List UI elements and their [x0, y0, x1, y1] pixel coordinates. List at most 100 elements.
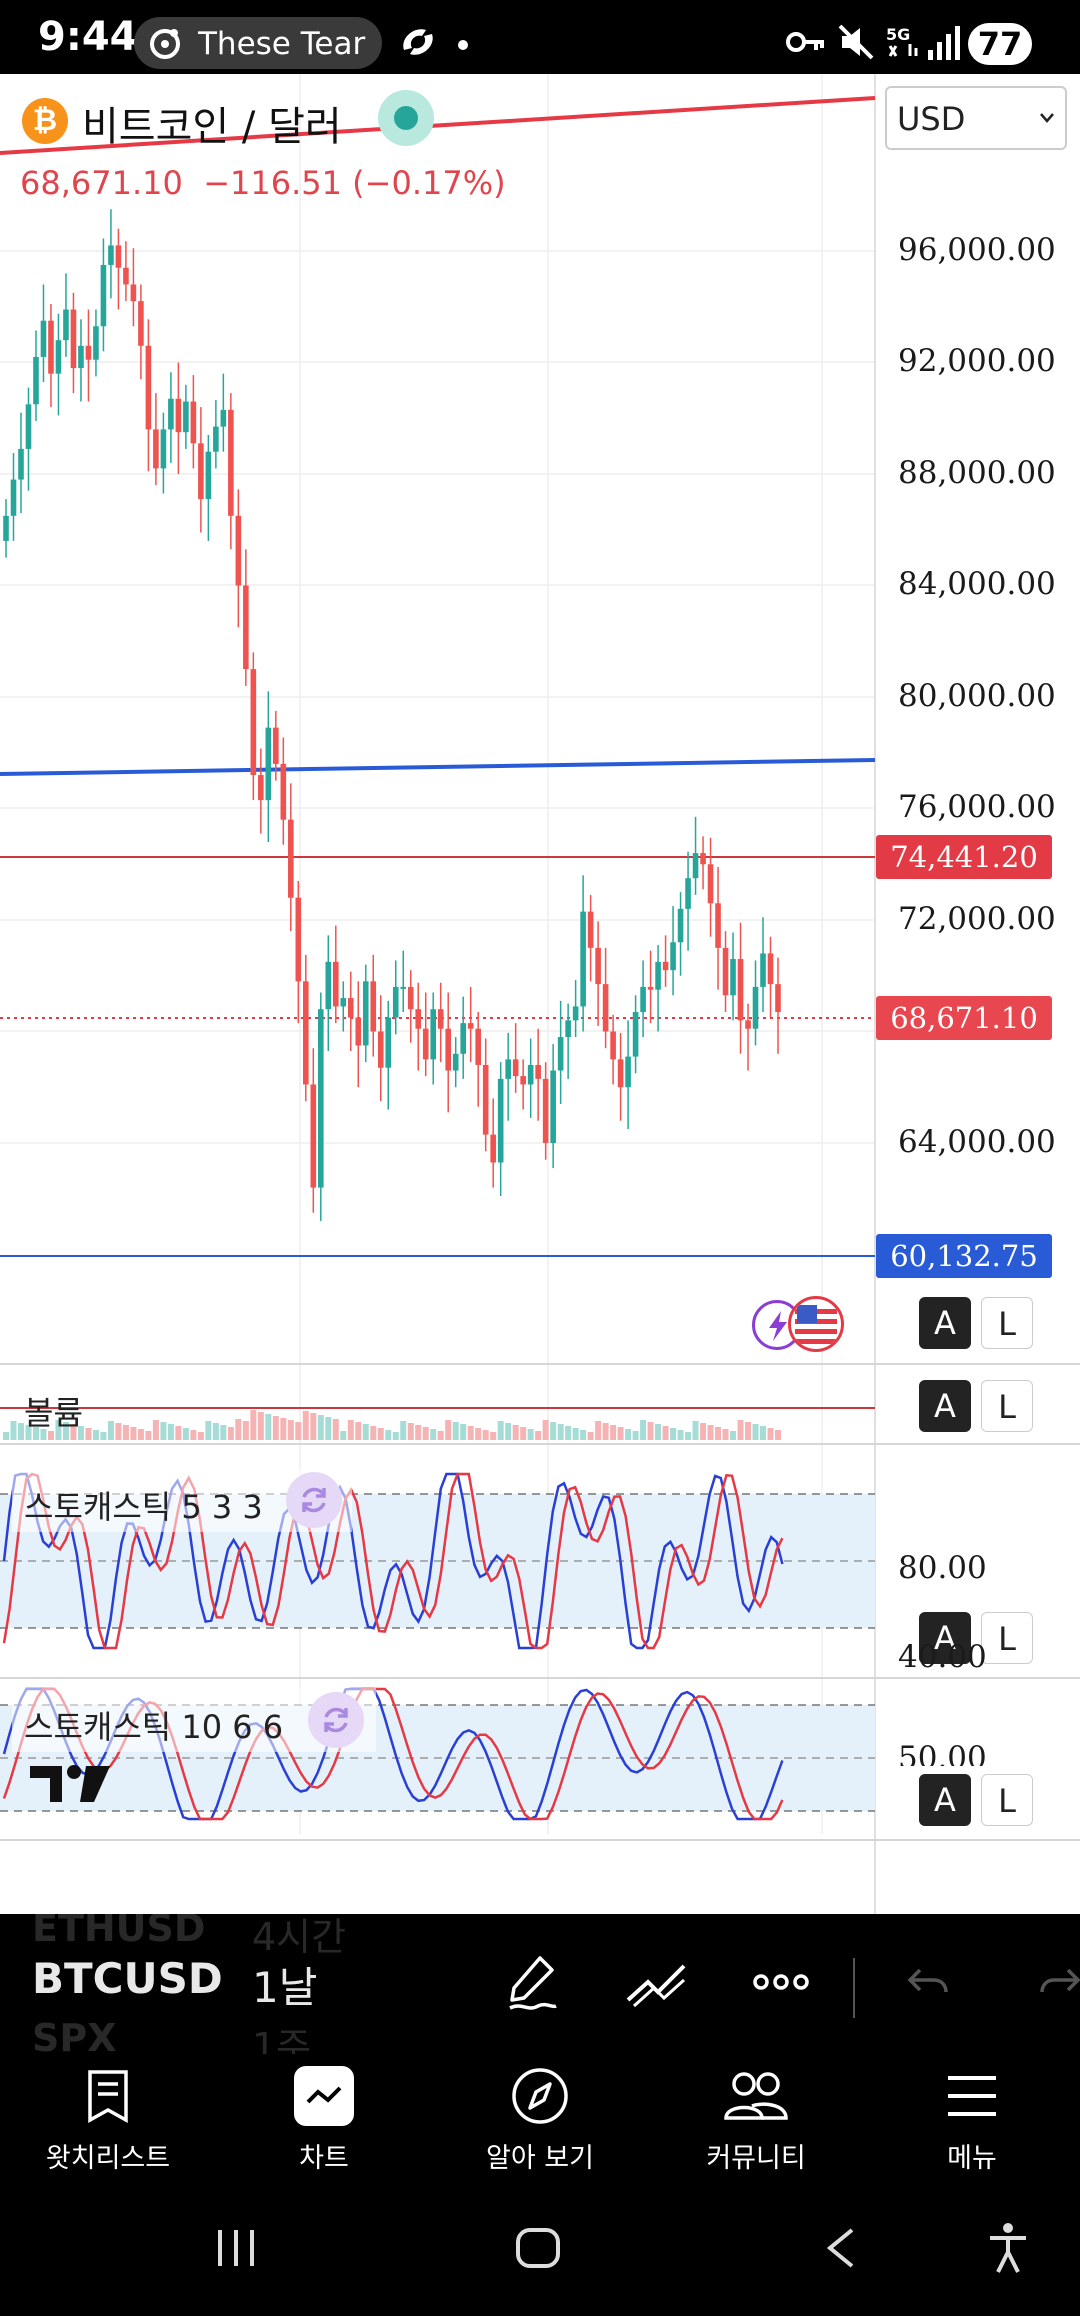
volume-bar	[467, 1426, 474, 1440]
candle-body	[40, 320, 47, 357]
candle-body	[280, 763, 287, 820]
auto-scale-button[interactable]: A	[919, 1612, 971, 1664]
candle-body	[213, 426, 219, 452]
volume-bar	[310, 1413, 317, 1440]
candle-body	[400, 986, 407, 989]
volume-bar	[70, 1424, 77, 1440]
symbol-ticker[interactable]: BTCUSD	[32, 1954, 223, 2003]
volume-bar	[235, 1419, 242, 1440]
symbol-interval[interactable]: 4시간	[252, 1915, 347, 1959]
watchlist-icon	[88, 2070, 128, 2123]
log-scale-button[interactable]: L	[981, 1297, 1033, 1349]
symbol-ticker[interactable]: SPX	[32, 2016, 117, 2054]
candle-body	[340, 998, 347, 1007]
price-scale-label: 84,000.00	[898, 566, 1056, 602]
log-scale-button[interactable]: L	[981, 1612, 1033, 1664]
log-scale-button[interactable]: L	[981, 1380, 1033, 1432]
auto-scale-button[interactable]: A	[919, 1380, 971, 1432]
pen-icon[interactable]	[506, 1954, 560, 2014]
candle-body	[542, 1078, 549, 1143]
candle-body	[475, 1028, 481, 1065]
candle-body	[565, 1020, 571, 1038]
system-navigation	[0, 2182, 1080, 2316]
candle-body	[670, 942, 676, 971]
candle-body	[317, 1009, 324, 1188]
candle-body	[445, 1028, 452, 1071]
drawing-toolbar: ETHUSD 4시간 BTCUSD 1날 SPX 1주	[0, 1914, 1080, 2054]
nav-menu[interactable]: 메뉴	[864, 2054, 1080, 2182]
volume-bar	[572, 1428, 579, 1440]
candlestick-series	[3, 209, 781, 1222]
auto-scale-button[interactable]: A	[919, 1297, 971, 1349]
nav-community[interactable]: 커뮤니티	[648, 2054, 864, 2182]
refresh-icon[interactable]	[308, 1692, 364, 1748]
symbol-title[interactable]: 비트코인 / 달러	[82, 104, 342, 150]
volume-pane-label[interactable]: 볼륨	[24, 1394, 83, 1432]
candle-body	[85, 345, 92, 360]
volume-bar	[670, 1428, 677, 1440]
candle-body	[730, 959, 736, 996]
volume-bar	[325, 1417, 332, 1440]
volume-bar	[92, 1430, 99, 1440]
candle-body	[385, 1017, 392, 1068]
tradingview-logo-icon	[30, 1765, 110, 1802]
log-scale-button[interactable]: L	[981, 1774, 1033, 1826]
volume-bar	[662, 1426, 669, 1440]
candle-body	[370, 981, 377, 1032]
nav-explore[interactable]: 알아 보기	[432, 2054, 648, 2182]
symbol-ticker[interactable]: ETHUSD	[32, 1914, 206, 1950]
candle-body	[33, 356, 39, 405]
volume-bar	[700, 1423, 707, 1440]
currency-select[interactable]: USD	[885, 86, 1067, 150]
stoch1-legend[interactable]: 스토캐스틱 5 3 3	[12, 1468, 352, 1532]
refresh-icon[interactable]	[286, 1472, 342, 1528]
symbol-interval[interactable]: 1주	[252, 2025, 312, 2054]
candle-body	[745, 1020, 751, 1029]
nav-label: 차트	[299, 2143, 349, 2174]
nav-label: 메뉴	[947, 2143, 997, 2174]
candle-body	[160, 429, 167, 469]
candle-body	[640, 986, 646, 1012]
trend-line-icon[interactable]	[624, 1960, 688, 2010]
candle-body	[407, 986, 414, 1010]
us-flag-event-icon[interactable]	[788, 1296, 844, 1352]
candle-body	[55, 340, 62, 374]
candle-body	[460, 1023, 467, 1054]
stoch-d-line	[2, 1472, 784, 1650]
candle-body	[220, 409, 227, 427]
candle-body	[70, 309, 77, 369]
stoch2-legend[interactable]: 스토캐스틱 10 6 6	[12, 1688, 376, 1752]
accessibility-icon[interactable]	[986, 2222, 1030, 2274]
volume-bar	[775, 1430, 781, 1440]
last-price-badge: 68,671.10	[876, 996, 1052, 1040]
undo-icon[interactable]	[906, 1966, 950, 2002]
back-icon[interactable]	[822, 2226, 858, 2270]
candle-body	[265, 727, 272, 801]
volume-bar	[655, 1424, 662, 1440]
home-icon[interactable]	[514, 2226, 562, 2270]
volume-bar	[295, 1422, 302, 1440]
candle-body	[198, 443, 204, 500]
volume-bar	[677, 1430, 684, 1440]
nav-chart[interactable]: 차트	[216, 2054, 432, 2182]
symbol-interval[interactable]: 1날	[252, 1963, 318, 2012]
5g-icon: 5G	[886, 25, 918, 57]
volume-bar	[190, 1430, 197, 1440]
stoch2-scale-label: 50.00	[898, 1740, 987, 1766]
recent-apps-icon[interactable]	[214, 2228, 258, 2268]
candle-body	[505, 1059, 511, 1079]
nav-watchlist[interactable]: 왓치리스트	[0, 2054, 216, 2182]
volume-bar	[490, 1432, 497, 1440]
high-line-badge: 74,441.20	[876, 835, 1052, 879]
candle-body	[520, 1076, 526, 1085]
volume-bar	[3, 1432, 9, 1440]
chart-area[interactable]: ₿ 비트코인 / 달러 68,671.10 −116.51 (−0.17%) U…	[0, 74, 1080, 1980]
redo-icon[interactable]	[1038, 1966, 1080, 2002]
auto-scale-button[interactable]: A	[919, 1774, 971, 1826]
more-icon[interactable]	[752, 1970, 810, 1994]
volume-bar	[122, 1425, 129, 1440]
media-pill[interactable]: These Tear	[134, 17, 382, 69]
candle-body	[108, 245, 114, 265]
volume-bar	[760, 1426, 767, 1440]
volume-bar	[617, 1427, 624, 1440]
